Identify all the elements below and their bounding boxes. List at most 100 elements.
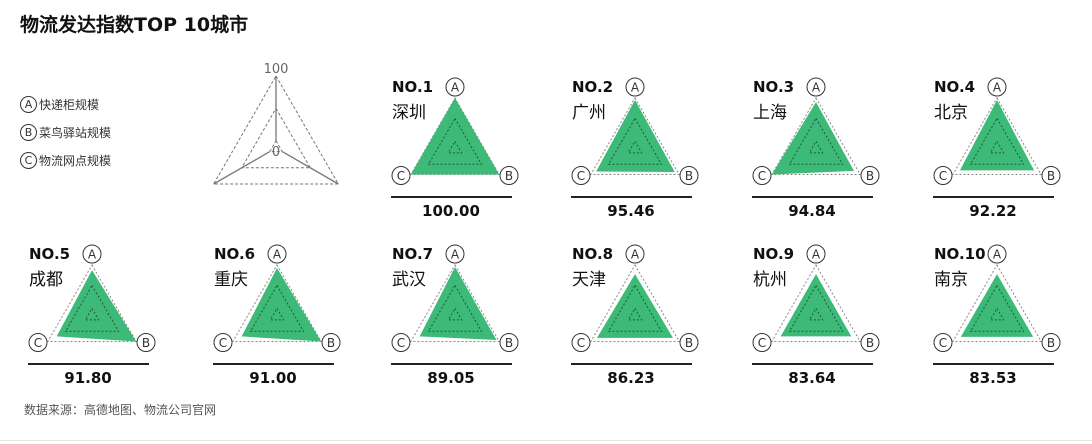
scale-max-label: 100 [264,62,289,77]
axis-marker-label: C [939,336,947,350]
legend-item-a: A 快递柜规模 [20,90,111,118]
radar-inner-ring [84,307,100,321]
radar-mid-ring [607,117,663,165]
axis-marker-b [860,333,880,352]
radar-mid-ring [249,284,305,332]
axis-marker-a [806,77,826,97]
axis-marker-label: B [1047,169,1055,183]
axis-marker-c [933,166,953,185]
scale-grid-ring [268,139,284,153]
chart-title: 物流发达指数TOP 10城市 [20,14,249,36]
city-name: 上海 [753,103,787,123]
axis-marker-b [136,333,156,352]
radar-mid-ring [788,117,844,165]
radar-area-广州 [596,100,675,172]
radar-outer-ring [951,263,1043,342]
axis-marker-label: C [758,169,766,183]
city-score: 91.80 [64,369,111,387]
axis-marker-c [28,333,48,352]
axis-marker-label: C [577,336,585,350]
axis-marker-label: A [451,248,460,262]
radar-inner-ring [989,140,1005,154]
city-name: 南京 [934,270,968,290]
axis-marker-label: C [397,169,405,183]
axis-marker-label: B [327,336,335,350]
axis-marker-label: B [1047,336,1055,350]
axis-marker-a [445,77,465,97]
axis-marker-b [321,333,341,352]
axis-marker-c [571,333,591,352]
radar-inner-ring [447,140,463,154]
axis-marker-c [391,333,411,352]
axis-marker-label: A [812,248,821,262]
city-name: 北京 [934,103,968,123]
axis-marker-label: C [577,169,585,183]
axis-marker-label: B [505,336,513,350]
radar-outer-ring [46,263,138,342]
radar-inner-ring [808,307,824,321]
radar-inner-ring [627,140,643,154]
axis-marker-label: B [866,169,874,183]
city-rank: NO.3 [753,78,794,96]
city-name: 重庆 [214,270,248,290]
radar-outer-ring [589,96,681,175]
axis-marker-label: A [993,248,1002,262]
axis-marker-label: B [685,336,693,350]
radar-area-杭州 [780,274,852,337]
axis-marker-label: B [505,169,513,183]
axis-marker-b [1041,333,1061,352]
axis-marker-label: C [939,169,947,183]
radar-area-上海 [771,102,854,175]
axis-marker-c [752,333,772,352]
city-score: 91.00 [249,369,296,387]
radar-inner-ring [808,140,824,154]
radar-mid-ring [969,117,1025,165]
radar-mid-ring [788,284,844,332]
radar-area-成都 [56,270,137,342]
axis-marker-b [499,333,519,352]
axis-marker-label: A [451,81,460,95]
radar-mid-ring [969,284,1025,332]
axis-marker-c [391,166,411,185]
radar-area-深圳 [410,98,500,175]
divider [0,440,1092,441]
city-score: 95.46 [607,202,654,220]
city-score: 83.53 [969,369,1016,387]
axis-marker-b [499,166,519,185]
data-source: 数据来源：高德地图、物流公司官网 [24,403,217,417]
city-rank: NO.8 [572,245,613,263]
scale-grid-ring [240,107,312,169]
axis-marker-label: B [866,336,874,350]
axis-marker-c [213,333,233,352]
city-rank: NO.5 [29,245,70,263]
radar-outer-ring [770,263,862,342]
city-rank: NO.4 [934,78,975,96]
radar-area-武汉 [419,267,497,340]
axis-marker-b [1041,166,1061,185]
radar-mid-ring [607,284,663,332]
axis-marker-label: C [397,336,405,350]
scale-min-label: 0 [272,145,280,160]
scale-axis-line [213,151,271,185]
axis-marker-label: A [88,248,97,262]
axis-marker-a [82,244,102,264]
city-rank: NO.2 [572,78,613,96]
city-rank: NO.6 [214,245,255,263]
axis-marker-label: C [219,336,227,350]
axis-marker-b [679,333,699,352]
radar-inner-ring [269,307,285,321]
axis-marker-label: A [273,248,282,262]
city-name: 深圳 [392,103,426,123]
radar-inner-ring [627,307,643,321]
city-rank: NO.9 [753,245,794,263]
scale-grid-ring [212,74,340,185]
radar-area-北京 [959,100,1035,171]
axis-marker-b [679,166,699,185]
city-score: 100.00 [422,202,480,220]
axis-marker-label: C [34,336,42,350]
radar-area-重庆 [241,268,322,342]
radar-mid-ring [427,117,483,165]
axis-marker-a [445,244,465,264]
